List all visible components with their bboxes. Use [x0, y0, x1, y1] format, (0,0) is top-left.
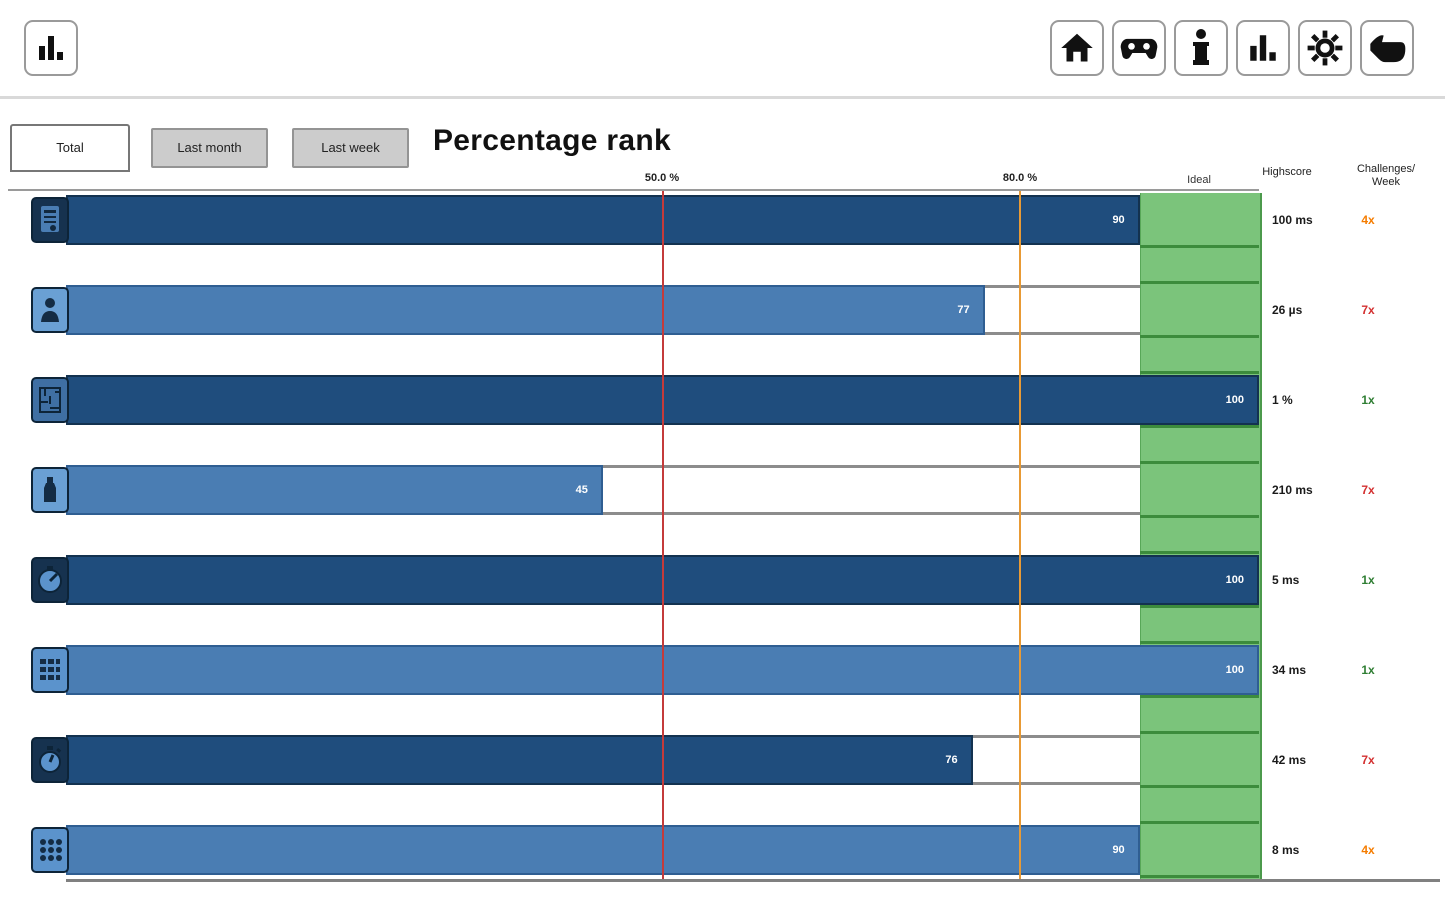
keypad-icon[interactable] — [31, 647, 69, 693]
ideal-zone-band — [1139, 193, 1262, 879]
percentage-bar: 90 — [66, 195, 1140, 245]
challenges-header-line1: Challenges/ — [1356, 163, 1416, 175]
hand-pointer-icon — [1367, 30, 1407, 66]
ideal-zone-separator — [1139, 371, 1259, 374]
ideal-zone-separator — [1139, 641, 1259, 644]
ideal-zone-separator — [1139, 731, 1259, 734]
bar-value-label: 100 — [1225, 664, 1244, 676]
dots-grid-icon[interactable] — [31, 827, 69, 873]
ideal-zone-separator — [1139, 605, 1259, 608]
hand-pointer-button[interactable] — [1360, 20, 1414, 76]
highscore-value: 100 ms — [1272, 213, 1313, 227]
gear-button[interactable] — [1298, 20, 1352, 76]
ideal-zone-separator — [1139, 461, 1259, 464]
ideal-zone-separator — [1139, 245, 1259, 248]
highscore-value: 8 ms — [1272, 843, 1300, 857]
maze-icon[interactable] — [31, 377, 69, 423]
tab-total[interactable]: Total — [10, 124, 130, 172]
percentage-bar: 45 — [66, 465, 603, 515]
challenges-per-week-value: 4x — [1361, 213, 1375, 227]
bottle-icon[interactable] — [31, 467, 69, 513]
highscore-value: 42 ms — [1272, 753, 1307, 767]
home-icon — [1059, 30, 1095, 66]
ideal-zone-separator — [1139, 281, 1259, 284]
bar-value-label: 100 — [1225, 394, 1244, 406]
highscore-value: 5 ms — [1272, 573, 1300, 587]
bar-chart-button[interactable] — [1236, 20, 1290, 76]
challenges-column-header: Challenges/ Week — [1331, 163, 1441, 189]
tab-last-month[interactable]: Last month — [151, 128, 268, 168]
challenges-per-week-value: 1x — [1361, 663, 1375, 677]
challenges-per-week-value: 4x — [1361, 843, 1375, 857]
stopwatch-icon[interactable] — [31, 737, 69, 783]
tick-label-50: 50.0 % — [644, 172, 680, 184]
bar-value-label: 76 — [945, 754, 958, 766]
challenges-per-week-value: 1x — [1361, 393, 1375, 407]
highscore-value: 34 ms — [1272, 663, 1307, 677]
info-icon — [1191, 29, 1211, 67]
gamepad-button[interactable] — [1112, 20, 1166, 76]
reference-line-80 — [1019, 191, 1022, 879]
stats-bar-chart-button[interactable] — [24, 20, 78, 76]
percentage-bar: 90 — [66, 825, 1140, 875]
ideal-zone-separator — [1139, 335, 1259, 338]
bar-value-label: 45 — [575, 484, 588, 496]
highscore-column-header: Highscore — [1262, 166, 1312, 178]
challenges-per-week-value: 7x — [1361, 753, 1375, 767]
bar-chart-icon — [36, 32, 66, 64]
challenges-per-week-value: 7x — [1361, 303, 1375, 317]
challenges-per-week-value: 7x — [1361, 483, 1375, 497]
challenges-per-week-value: 1x — [1361, 573, 1375, 587]
bar-value-label: 90 — [1112, 214, 1125, 226]
highscore-value: 26 µs — [1272, 303, 1303, 317]
ideal-zone-separator — [1139, 425, 1259, 428]
ideal-zone-separator — [1139, 785, 1259, 788]
ideal-zone-separator — [1139, 821, 1259, 824]
ideal-zone-label: Ideal — [1187, 174, 1211, 186]
bar-value-label: 77 — [957, 304, 970, 316]
ideal-zone-separator — [1139, 551, 1259, 554]
highscore-value: 1 % — [1272, 393, 1293, 407]
ideal-zone-separator — [1139, 695, 1259, 698]
bar-value-label: 90 — [1112, 844, 1125, 856]
percentage-bar: 77 — [66, 285, 985, 335]
ideal-zone-separator — [1139, 515, 1259, 518]
bar-value-label: 100 — [1225, 574, 1244, 586]
tick-label-80: 80.0 % — [1002, 172, 1038, 184]
chart-top-axis — [8, 189, 1259, 191]
percentage-rank-chart: 90 77 100 45 100 100 76 90 — [66, 191, 1262, 880]
home-button[interactable] — [1050, 20, 1104, 76]
person-icon[interactable] — [31, 287, 69, 333]
reference-line-50 — [661, 191, 664, 879]
tab-last-week[interactable]: Last week — [292, 128, 409, 168]
reaction-card-icon[interactable] — [31, 197, 69, 243]
page-title: Percentage rank — [433, 124, 671, 157]
bar-chart-icon — [1247, 31, 1279, 65]
toolbar-divider — [0, 96, 1445, 99]
gamepad-icon — [1119, 33, 1159, 63]
info-button[interactable] — [1174, 20, 1228, 76]
gear-icon — [1306, 29, 1344, 67]
percentage-bar: 76 — [66, 735, 973, 785]
ideal-zone-separator — [1139, 875, 1259, 878]
challenges-header-line2: Week — [1372, 176, 1400, 188]
chart-bottom-axis — [66, 879, 1440, 882]
highscore-value: 210 ms — [1272, 483, 1313, 497]
gauge-icon[interactable] — [31, 557, 69, 603]
